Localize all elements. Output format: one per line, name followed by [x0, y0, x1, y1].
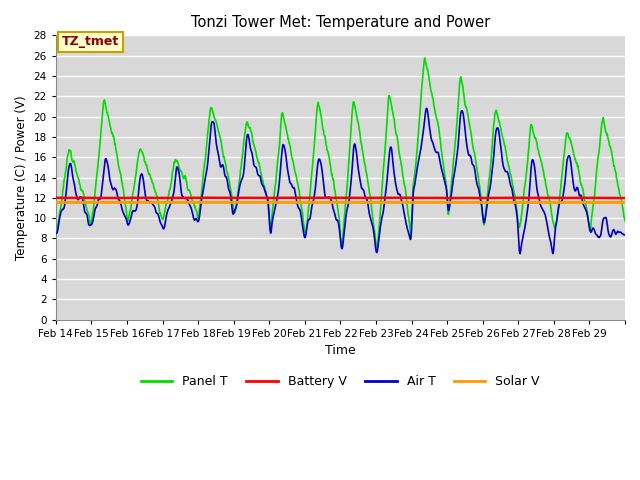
- Solar V: [595, 200, 602, 205]
- Panel T: [621, 218, 629, 224]
- Panel T: [52, 228, 60, 233]
- Air T: [315, 156, 323, 162]
- Battery V: [621, 195, 629, 201]
- Battery V: [326, 195, 333, 201]
- Battery V: [315, 195, 323, 201]
- Panel T: [326, 156, 333, 162]
- Panel T: [421, 55, 429, 61]
- Battery V: [141, 195, 148, 201]
- Text: TZ_tmet: TZ_tmet: [61, 36, 119, 48]
- Solar V: [559, 200, 566, 205]
- Y-axis label: Temperature (C) / Power (V): Temperature (C) / Power (V): [15, 95, 28, 260]
- Air T: [475, 187, 483, 193]
- Air T: [621, 232, 629, 238]
- Panel T: [315, 103, 323, 108]
- Solar V: [141, 200, 148, 205]
- Solar V: [315, 200, 323, 205]
- X-axis label: Time: Time: [325, 344, 356, 357]
- Line: Air T: Air T: [56, 108, 625, 254]
- Battery V: [614, 195, 622, 201]
- Air T: [614, 229, 622, 235]
- Battery V: [446, 195, 454, 201]
- Air T: [559, 195, 566, 201]
- Air T: [141, 189, 148, 194]
- Line: Panel T: Panel T: [56, 58, 625, 248]
- Legend: Panel T, Battery V, Air T, Solar V: Panel T, Battery V, Air T, Solar V: [136, 370, 545, 393]
- Air T: [52, 230, 60, 236]
- Solar V: [475, 200, 483, 205]
- Air T: [326, 194, 333, 200]
- Panel T: [614, 184, 622, 190]
- Panel T: [476, 181, 483, 187]
- Solar V: [52, 200, 60, 205]
- Title: Tonzi Tower Met: Temperature and Power: Tonzi Tower Met: Temperature and Power: [191, 15, 490, 30]
- Solar V: [497, 200, 504, 205]
- Air T: [423, 106, 431, 111]
- Battery V: [392, 195, 399, 201]
- Battery V: [476, 195, 483, 201]
- Battery V: [559, 195, 566, 201]
- Solar V: [614, 200, 622, 205]
- Panel T: [373, 245, 381, 251]
- Solar V: [326, 200, 333, 205]
- Solar V: [621, 200, 629, 205]
- Battery V: [52, 195, 60, 201]
- Panel T: [141, 159, 148, 165]
- Panel T: [559, 165, 566, 170]
- Air T: [516, 251, 524, 257]
